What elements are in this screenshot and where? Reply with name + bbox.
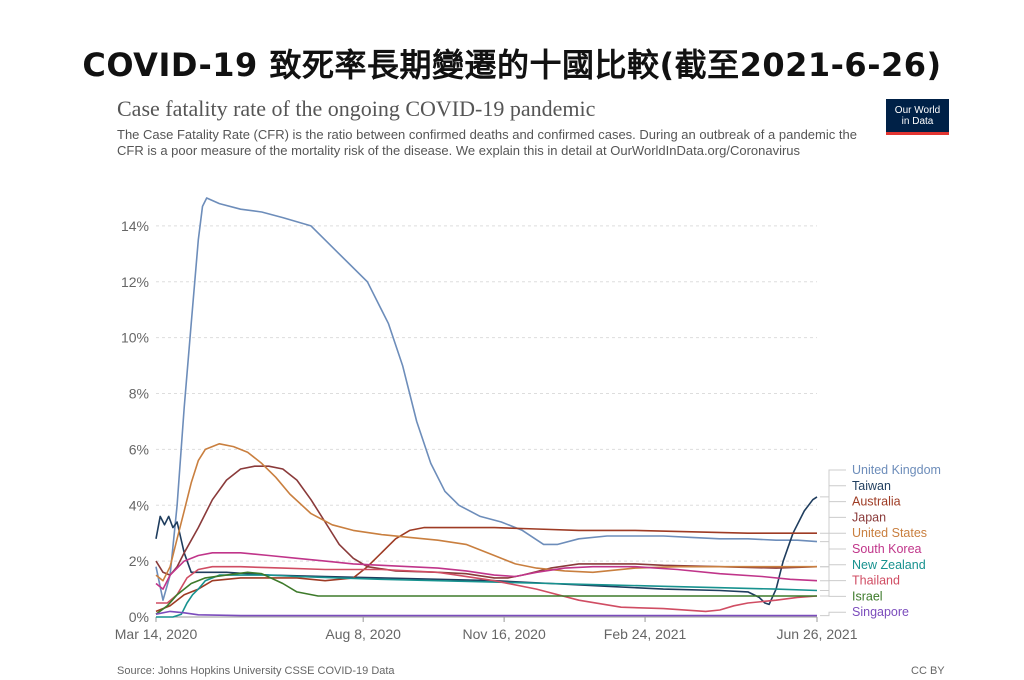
headline: COVID-19 致死率長期變遷的十國比較(截至2021-6-26)	[82, 46, 942, 84]
logo-line-2: in Data	[901, 116, 934, 127]
series-line-united-states	[155, 443, 817, 582]
legend-label-united-kingdom: United Kingdom	[852, 463, 941, 477]
legend-label-united-states: United States	[852, 526, 927, 540]
series-line-singapore	[155, 610, 817, 617]
logo-line-1: Our World	[894, 105, 941, 116]
legend-label-thailand: Thailand	[852, 574, 900, 588]
series-line-new-zealand	[156, 574, 818, 618]
owid-logo[interactable]: Our World in Data	[886, 99, 949, 135]
series-line-australia	[155, 526, 817, 613]
y-tick-label: 14%	[121, 218, 149, 234]
legend-label-singapore: Singapore	[852, 605, 909, 619]
y-tick-label: 0%	[129, 609, 149, 625]
y-tick-label: 10%	[121, 330, 149, 346]
series-line-japan	[155, 465, 818, 579]
legend-connector-taiwan	[820, 485, 846, 498]
legend-connector-united-states	[820, 532, 846, 568]
series-line-united-kingdom	[155, 197, 818, 601]
license-note[interactable]: CC BY	[911, 665, 945, 677]
chart-subtitle: The Case Fatality Rate (CFR) is the rati…	[117, 127, 857, 158]
legend-label-new-zealand: New Zealand	[852, 558, 926, 572]
legend-connector-singapore	[820, 611, 846, 617]
legend-connector-thailand	[820, 580, 846, 597]
legend-label-australia: Australia	[852, 495, 901, 509]
source-note[interactable]: Source: Johns Hopkins University CSSE CO…	[117, 665, 395, 677]
legend-label-japan: Japan	[852, 510, 886, 524]
x-tick-label: Aug 8, 2020	[325, 626, 401, 642]
y-tick-label: 4%	[129, 497, 149, 513]
series-line-south-korea	[155, 552, 818, 590]
series-line-israel	[155, 571, 817, 615]
legend-label-taiwan: Taiwan	[852, 479, 891, 493]
chart-title: Case fatality rate of the ongoing COVID-…	[117, 96, 596, 121]
series-line-thailand	[156, 565, 818, 613]
legend-label-south-korea: South Korea	[852, 542, 922, 556]
y-tick-label: 6%	[129, 441, 149, 457]
legend-label-israel: Israel	[852, 589, 883, 603]
x-tick-label: Jun 26, 2021	[777, 626, 858, 642]
legend-connector-united-kingdom	[820, 469, 846, 543]
x-tick-label: Mar 14, 2020	[115, 626, 198, 642]
y-tick-label: 12%	[121, 274, 149, 290]
y-tick-label: 2%	[129, 553, 149, 569]
x-tick-label: Nov 16, 2020	[462, 626, 545, 642]
y-tick-label: 8%	[129, 386, 149, 402]
x-tick-label: Feb 24, 2021	[604, 626, 687, 642]
legend-connector-new-zealand	[820, 564, 846, 591]
